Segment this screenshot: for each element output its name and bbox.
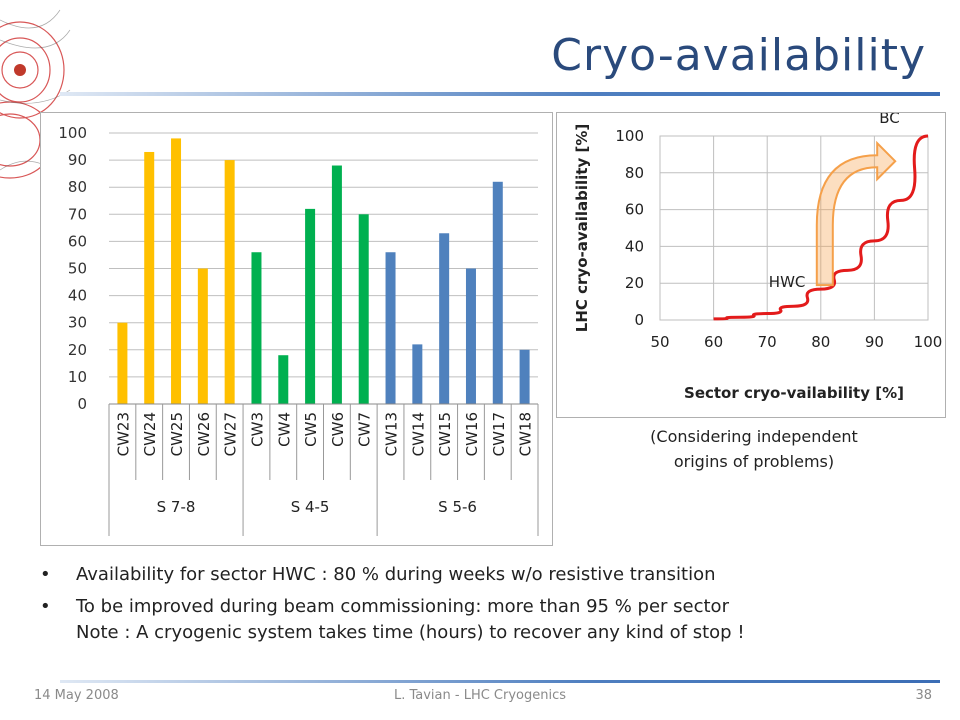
footer-author: L. Tavian - LHC Cryogenics	[393, 688, 567, 703]
bar	[171, 138, 182, 405]
y-tick-label: 80	[625, 164, 644, 182]
bullet-text: Availability for sector HWC : 80 % durin…	[76, 564, 716, 585]
x-tick-label: 100	[914, 333, 943, 351]
x-tick-label: 50	[650, 333, 669, 351]
y-axis-title: LHC cryo-availability [%]	[573, 124, 591, 332]
y-tick-label: 60	[625, 201, 644, 219]
bar	[385, 252, 396, 404]
bullet-item: • Availability for sector HWC : 80 % dur…	[40, 562, 920, 588]
category-label: CW25	[168, 412, 186, 456]
y-tick-label: 70	[68, 205, 87, 223]
bar	[492, 181, 503, 404]
y-tick-label: 10	[68, 368, 87, 386]
y-tick-label: 0	[77, 395, 87, 413]
category-label: CW26	[195, 412, 213, 456]
note-line-2: origins of problems)	[673, 452, 835, 471]
weekly-availability-bar-chart: 0 10 20 30 40 50 60 70 80 90 100 CW23 CW24 CW25 CW26 CW…	[58, 124, 539, 536]
lhc-vs-sector-line-chart: 50 60 70 80 90 100 0 20 40 60 80 100 Sector cryo-vai…	[573, 113, 943, 402]
category-label: CW23	[114, 412, 132, 456]
x-axis-title: Sector cryo-vailability [%]	[684, 384, 904, 402]
category-label: CW14	[409, 412, 427, 456]
category-label: CW16	[463, 412, 481, 456]
bullet-item: • To be improved during beam commissioni…	[40, 594, 920, 646]
y-tick-label: 30	[68, 314, 87, 332]
bar	[331, 165, 342, 404]
y-tick-label: 40	[68, 287, 87, 305]
x-tick-label: 70	[758, 333, 777, 351]
category-label: CW7	[356, 412, 374, 447]
bar	[519, 349, 530, 404]
bar	[278, 355, 289, 404]
y-tick-label: 50	[68, 260, 87, 278]
y-tick-label: 60	[68, 232, 87, 250]
group-label: S 5-6	[438, 498, 477, 516]
bar	[465, 268, 476, 404]
slide-title: Cryo-availability	[551, 30, 926, 81]
y-tick-label: 90	[68, 151, 87, 169]
category-label: CW17	[490, 412, 508, 456]
bullet-text: To be improved during beam commissioning…	[76, 596, 729, 617]
footer-divider	[60, 680, 940, 683]
category-label: CW15	[436, 412, 454, 456]
footer-page-number: 38	[915, 688, 932, 703]
annotation-bc: BC	[879, 113, 900, 127]
x-tick-label: 90	[865, 333, 884, 351]
bar	[305, 208, 316, 404]
bullet-continuation-text: Note : A cryogenic system takes time (ho…	[76, 622, 745, 643]
category-label: CW5	[302, 412, 320, 447]
bar	[117, 322, 128, 404]
bar	[358, 214, 369, 404]
category-label: CW6	[329, 412, 347, 447]
bar	[412, 344, 423, 404]
transition-arrow	[815, 140, 897, 287]
group-label: S 7-8	[157, 498, 196, 516]
x-tick-label: 80	[811, 333, 830, 351]
y-tick-label: 100	[615, 127, 644, 145]
category-label: CW24	[141, 412, 159, 456]
y-tick-label: 20	[625, 274, 644, 292]
lhc-vs-sector-chart-panel: 50 60 70 80 90 100 0 20 40 60 80 100 Sector cryo-vai…	[556, 112, 946, 418]
bar	[197, 268, 208, 404]
bar	[224, 160, 235, 404]
bullet-dot: •	[40, 596, 51, 617]
category-label: CW13	[383, 412, 401, 456]
y-tick-label: 0	[634, 311, 644, 329]
bar	[439, 233, 450, 404]
independence-note: (Considering independent origins of prob…	[604, 424, 904, 474]
bullet-list: • Availability for sector HWC : 80 % dur…	[40, 562, 920, 646]
bar	[251, 252, 262, 404]
bullet-dot: •	[40, 564, 51, 585]
footer-date: 14 May 2008	[34, 688, 119, 703]
y-tick-label: 100	[58, 124, 87, 142]
category-label: CW18	[517, 412, 535, 456]
bar	[144, 151, 155, 404]
y-tick-label: 40	[625, 237, 644, 255]
series-line	[713, 134, 929, 321]
x-tick-label: 60	[704, 333, 723, 351]
group-label: S 4-5	[291, 498, 330, 516]
weekly-availability-chart-panel: 0 10 20 30 40 50 60 70 80 90 100 CW23 CW24 CW25 CW26 CW…	[40, 112, 553, 546]
y-tick-label: 20	[68, 341, 87, 359]
title-divider	[60, 92, 940, 96]
category-label: CW27	[222, 412, 240, 456]
category-label: CW4	[275, 412, 293, 447]
note-line-1: (Considering independent	[650, 427, 858, 446]
category-label: CW3	[248, 412, 266, 447]
annotation-hwc: HWC	[769, 273, 806, 291]
y-tick-label: 80	[68, 178, 87, 196]
